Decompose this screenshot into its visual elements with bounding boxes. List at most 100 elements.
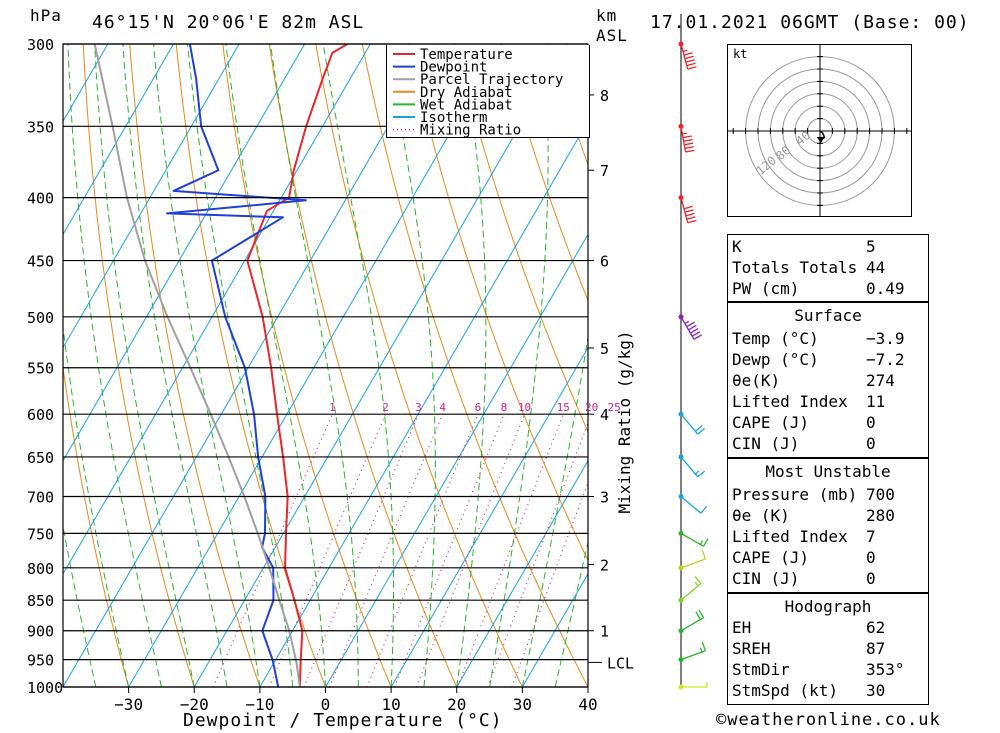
wind-barb-feather <box>684 55 694 60</box>
chart-title: 46°15'N 20°06'E 82m ASL <box>92 12 365 33</box>
pressure-tick-label: 900 <box>27 623 54 641</box>
index-row: Temp (°C) −3.9 <box>728 328 928 349</box>
km-tick-label: 5 <box>600 340 609 358</box>
isotherm-line <box>325 233 588 687</box>
most-unstable-box: Most Unstable Pressure (mb) 700 θe (K) 280 L… <box>727 458 929 593</box>
wet-adiabat-line <box>94 44 195 687</box>
legend-label: Dry Adiabat <box>420 85 513 101</box>
index-value: 0 <box>866 434 876 453</box>
index-label: SREH <box>732 639 771 658</box>
wind-barb-shaft <box>680 456 699 478</box>
wind-barb-feather <box>688 324 697 331</box>
index-value: 5 <box>866 237 876 256</box>
pressure-tick-label: 600 <box>27 406 54 424</box>
hodograph-indices-table: EH 62 SREH 87 StmDir 353° StmSpd (kt) 30 <box>728 617 928 701</box>
km-tick-label: 4 <box>600 406 609 424</box>
isotherm-line <box>390 346 588 687</box>
index-value: 274 <box>866 371 895 390</box>
index-label: CAPE (J) <box>732 413 810 432</box>
mixing-ratio-label: 15 <box>557 401 570 414</box>
wind-barb-feather <box>693 334 703 340</box>
pressure-tick-label: 450 <box>27 253 54 271</box>
wind-barb-feather <box>683 52 693 56</box>
wet-adiabat-line <box>489 44 549 687</box>
wind-barb-feather <box>701 550 707 560</box>
index-label: θe(K) <box>732 371 781 390</box>
legend-label: Temperature <box>420 47 513 63</box>
index-value: 353° <box>866 660 905 679</box>
mixing-ratio-label: 4 <box>439 401 446 414</box>
index-value: 280 <box>866 506 895 525</box>
x-tick-label: 40 <box>578 695 597 714</box>
pressure-tick-label: 850 <box>27 592 54 610</box>
index-row: CIN (J) 0 <box>728 433 928 454</box>
wind-barb-feather <box>687 66 697 70</box>
index-value: 7 <box>866 527 876 546</box>
wind-barb-shaft <box>680 617 704 632</box>
wind-barb-feather <box>694 576 702 584</box>
x-tick-label: −20 <box>180 695 209 714</box>
hodograph-panel: kt 40 80 120 <box>727 43 912 219</box>
wind-barb-feather <box>684 209 694 213</box>
wind-barb-half-feather <box>699 647 703 653</box>
wind-barb-feather <box>700 505 708 514</box>
index-row: CAPE (J) 0 <box>728 412 928 433</box>
index-value: −7.2 <box>866 350 905 369</box>
wind-barb-half-feather <box>694 581 699 587</box>
hodograph-indices-title: Hodograph <box>784 597 872 616</box>
index-value: 44 <box>866 258 886 277</box>
pressure-tick-label: 700 <box>27 489 54 507</box>
pressure-tick-label: 350 <box>27 118 54 136</box>
lcl-label: LCL <box>607 654 634 672</box>
wind-barb-feather <box>702 538 709 547</box>
plot-frame <box>62 43 589 688</box>
index-label: Temp (°C) <box>732 329 819 348</box>
mixing-ratio-line <box>511 481 588 687</box>
wind-barb-half-feather <box>682 49 688 53</box>
most-unstable-table: Pressure (mb) 700 θe (K) 280 Lifted Index 7 CA… <box>728 484 928 589</box>
wind-barb-feather <box>690 327 699 334</box>
km-tick-label: 2 <box>600 556 609 574</box>
mixing-ratio-label: 20 <box>585 401 598 414</box>
index-row: SREH 87 <box>728 638 928 659</box>
wind-barb-feather <box>687 219 697 224</box>
wind-barb-feather <box>691 331 701 337</box>
surface-title: Surface <box>794 306 862 325</box>
index-label: PW (cm) <box>732 279 800 298</box>
index-label: Totals Totals <box>732 258 858 277</box>
index-row: PW (cm) 0.49 <box>728 278 928 299</box>
wind-barb-feather <box>695 611 701 620</box>
wind-barb-feather <box>684 142 694 146</box>
index-label: Lifted Index <box>732 392 848 411</box>
wind-barb-feather <box>697 470 706 478</box>
index-row: CAPE (J) 0 <box>728 547 928 568</box>
pressure-tick-label: 650 <box>27 449 54 467</box>
pressure-tick-label: 1000 <box>27 679 63 697</box>
x-axis-title: Dewpoint / Temperature (°C) <box>183 710 503 731</box>
wind-barb-feather <box>686 321 695 328</box>
x-tick-label: 30 <box>513 695 532 714</box>
mixing-ratio-line <box>328 413 444 687</box>
credit-link[interactable]: ©weatheronline.co.uk <box>716 710 941 730</box>
mixing-ratio-line <box>393 413 505 687</box>
pressure-tick-label: 500 <box>27 309 54 327</box>
isotherm-line <box>63 44 174 236</box>
km-tick-label: 1 <box>600 623 609 641</box>
index-value: 700 <box>866 485 895 504</box>
hodograph-unit: kt <box>733 47 747 61</box>
wind-barb-feather <box>697 427 706 435</box>
dry-adiabat-line <box>222 44 392 687</box>
mixing-ratio-axis-title: Mixing Ratio (g/kg) <box>615 330 634 513</box>
wind-barb-shaft <box>680 43 689 70</box>
isotherm-line <box>63 44 306 462</box>
isotherm-line <box>521 572 588 687</box>
km-tick-label: 8 <box>600 87 609 105</box>
isotherm-line <box>63 44 437 687</box>
isotherm-line <box>259 120 588 687</box>
mixing-ratio-label: 3 <box>415 401 422 414</box>
wind-barb-feather <box>686 216 696 220</box>
legend-label: Parcel Trajectory <box>420 72 563 88</box>
